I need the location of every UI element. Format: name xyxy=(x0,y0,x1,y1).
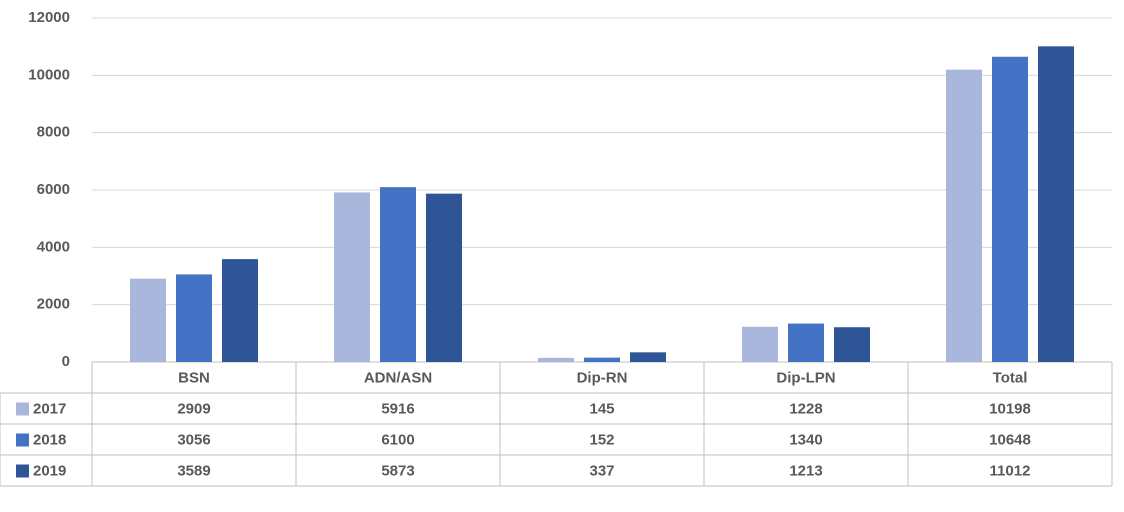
x-tick-label: ADN/ASN xyxy=(364,369,432,386)
legend-label: 2018 xyxy=(33,431,66,448)
y-tick-label: 12000 xyxy=(28,9,70,26)
y-tick-label: 2000 xyxy=(37,296,70,313)
table-value: 11012 xyxy=(990,462,1031,479)
bar xyxy=(630,352,666,362)
y-tick-label: 8000 xyxy=(37,124,70,141)
x-tick-label: BSN xyxy=(178,369,210,386)
table-value: 2909 xyxy=(177,400,210,417)
y-tick-label: 0 xyxy=(62,353,70,370)
x-tick-label: Dip-RN xyxy=(577,369,628,386)
bar xyxy=(222,259,258,362)
bar xyxy=(538,357,574,362)
bar xyxy=(742,326,778,362)
table-value: 1213 xyxy=(789,462,822,479)
bar xyxy=(1038,46,1074,363)
table-value: 10198 xyxy=(989,400,1031,417)
bar xyxy=(788,323,824,362)
table-value: 1228 xyxy=(789,400,822,417)
legend-swatch xyxy=(16,464,29,478)
bar xyxy=(834,327,870,362)
y-tick-label: 4000 xyxy=(37,238,70,255)
table-value: 3056 xyxy=(177,431,210,448)
table-value: 6100 xyxy=(381,431,414,448)
bar xyxy=(334,192,370,362)
y-tick-label: 6000 xyxy=(37,181,70,198)
x-tick-label: Dip-LPN xyxy=(776,369,835,386)
table-value: 337 xyxy=(589,462,614,479)
table-value: 5873 xyxy=(381,462,414,479)
bar xyxy=(380,187,416,362)
legend-swatch xyxy=(16,402,29,416)
legend-label: 2019 xyxy=(33,462,66,479)
bar xyxy=(584,357,620,362)
bar xyxy=(992,56,1028,363)
bar xyxy=(130,278,166,362)
table-value: 1340 xyxy=(789,431,822,448)
table-value: 145 xyxy=(589,400,614,417)
legend-swatch xyxy=(16,433,29,447)
y-tick-label: 10000 xyxy=(28,66,70,83)
bar xyxy=(176,274,212,362)
table-value: 10648 xyxy=(989,431,1031,448)
legend-label: 2017 xyxy=(33,400,66,417)
x-tick-label: Total xyxy=(993,369,1028,386)
bar xyxy=(946,69,982,362)
table-value: 3589 xyxy=(177,462,210,479)
table-value: 5916 xyxy=(381,400,414,417)
table-value: 152 xyxy=(589,431,614,448)
bar xyxy=(426,193,462,362)
